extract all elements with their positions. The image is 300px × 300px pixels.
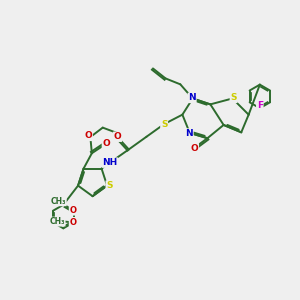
Text: O: O — [190, 144, 198, 153]
Text: O: O — [114, 132, 122, 141]
Text: N: N — [188, 93, 196, 102]
Text: N: N — [185, 129, 193, 138]
Text: S: S — [106, 181, 113, 190]
Text: O: O — [84, 131, 92, 140]
Text: O: O — [69, 218, 76, 227]
Text: CH₃: CH₃ — [51, 197, 66, 206]
Text: O: O — [69, 206, 76, 215]
Text: O: O — [102, 139, 110, 148]
Text: F: F — [257, 101, 263, 110]
Text: CH₃: CH₃ — [50, 217, 65, 226]
Text: NH: NH — [102, 158, 118, 167]
Text: S: S — [230, 93, 237, 102]
Text: S: S — [161, 120, 167, 129]
